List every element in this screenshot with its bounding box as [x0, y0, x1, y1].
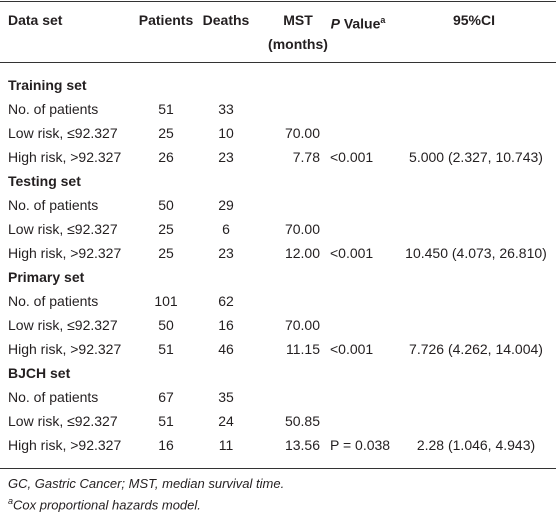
- row-label: No. of patients: [8, 101, 99, 117]
- deaths: 16: [218, 317, 234, 333]
- deaths: 46: [218, 341, 234, 357]
- patients: 25: [158, 125, 174, 141]
- header-data-set: Data set: [8, 12, 63, 28]
- row-label: Low risk, ≤92.327: [8, 221, 118, 237]
- mst: 13.56: [284, 437, 320, 453]
- header-p-value: P Valuea: [331, 11, 386, 33]
- patients: 101: [154, 293, 178, 309]
- note-sup: a: [8, 496, 14, 506]
- p-value: <0.001: [330, 149, 374, 165]
- deaths: 11: [218, 437, 234, 453]
- p-value: P = 0.038: [330, 437, 391, 453]
- patients: 50: [158, 317, 174, 333]
- p-value: <0.001: [330, 341, 374, 357]
- patients: 25: [158, 221, 174, 237]
- p-sup: a: [380, 15, 386, 25]
- mst: 50.85: [284, 413, 320, 429]
- row-label: High risk, >92.327: [8, 149, 122, 165]
- mst: 7.78: [292, 149, 320, 165]
- patients: 50: [158, 197, 174, 213]
- deaths: 23: [218, 149, 234, 165]
- ci: 2.28 (1.046, 4.943): [416, 437, 536, 453]
- patients: 26: [158, 149, 174, 165]
- mst: 70.00: [284, 317, 320, 333]
- mst: 11.15: [286, 341, 320, 357]
- p-italic: P: [330, 15, 340, 32]
- header-rule: [0, 62, 556, 63]
- patients: 25: [158, 245, 174, 261]
- header-ci: 95%CI: [452, 12, 496, 28]
- deaths: 10: [218, 125, 234, 141]
- deaths: 33: [218, 101, 234, 117]
- deaths: 62: [218, 293, 234, 309]
- section-title: Primary set: [8, 269, 85, 285]
- top-rule: [0, 1, 556, 2]
- deaths: 29: [218, 197, 234, 213]
- section-title: Training set: [8, 77, 87, 93]
- row-label: Low risk, ≤92.327: [8, 413, 118, 429]
- deaths: 24: [218, 413, 234, 429]
- patients: 51: [158, 413, 174, 429]
- ci: 7.726 (4.262, 14.004): [409, 341, 543, 357]
- note-abbrev: GC, Gastric Cancer; MST, median survival…: [8, 476, 285, 491]
- patients: 67: [158, 389, 174, 405]
- row-label: High risk, >92.327: [8, 437, 122, 453]
- mst: 12.00: [284, 245, 320, 261]
- patients: 51: [158, 341, 174, 357]
- mst: 70.00: [284, 125, 320, 141]
- deaths: 6: [222, 221, 230, 237]
- row-label: Low risk, ≤92.327: [8, 317, 118, 333]
- section-title: Testing set: [8, 173, 81, 189]
- mst: 70.00: [284, 221, 320, 237]
- section-title: BJCH set: [8, 365, 71, 381]
- row-label: No. of patients: [8, 293, 99, 309]
- deaths: 23: [218, 245, 234, 261]
- ci: 5.000 (2.327, 10.743): [409, 149, 543, 165]
- patients: 16: [158, 437, 174, 453]
- patients: 51: [158, 101, 174, 117]
- header-patients: Patients: [138, 12, 194, 28]
- header-mst: MST: [283, 12, 313, 28]
- ci: 10.450 (4.073, 26.810): [405, 245, 547, 261]
- deaths: 35: [218, 389, 234, 405]
- header-mst-unit: (months): [268, 36, 328, 52]
- note-text: Cox proportional hazards model.: [13, 497, 201, 513]
- p-value: <0.001: [330, 245, 374, 261]
- row-label: High risk, >92.327: [8, 245, 122, 261]
- row-label: Low risk, ≤92.327: [8, 125, 118, 141]
- bottom-rule: [0, 468, 556, 469]
- header-deaths: Deaths: [202, 12, 250, 28]
- note-model: aCox proportional hazards model.: [8, 496, 201, 512]
- row-label: No. of patients: [8, 389, 99, 405]
- p-text: Value: [343, 15, 381, 32]
- row-label: No. of patients: [8, 197, 99, 213]
- row-label: High risk, >92.327: [8, 341, 122, 357]
